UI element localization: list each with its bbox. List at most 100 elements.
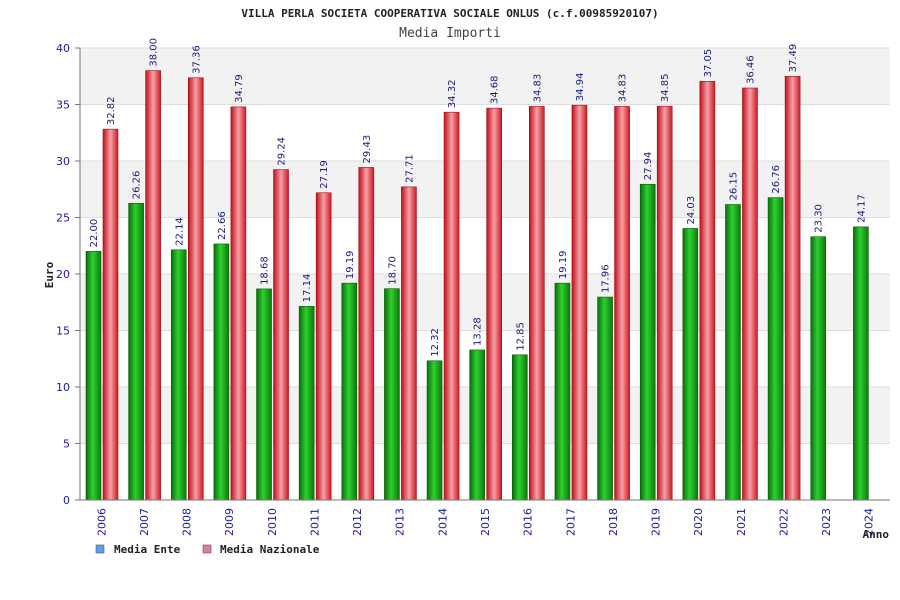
data-label: 22.66 <box>217 211 228 240</box>
data-label: 37.05 <box>703 49 714 78</box>
bar-media-ente <box>128 202 144 501</box>
x-tick-label: 2022 <box>777 508 790 536</box>
bar-media-ente <box>554 282 571 501</box>
data-label: 32.82 <box>106 96 117 125</box>
bar-media-nazionale <box>784 76 801 501</box>
data-label: 34.83 <box>618 74 629 103</box>
data-label: 36.46 <box>745 55 756 84</box>
data-label: 34.79 <box>234 74 245 103</box>
y-tick-label: 10 <box>56 381 70 394</box>
x-tick-label: 2012 <box>351 508 364 536</box>
bar-media-nazionale <box>315 192 332 501</box>
x-tick-label: 2009 <box>223 508 236 536</box>
y-axis-label: Euro <box>43 261 56 288</box>
bar-media-nazionale <box>401 186 417 501</box>
x-tick-label: 2007 <box>138 508 151 536</box>
bars: 22.00 32.82 26.26 38.00 22.14 37.36 22.66 34.79… <box>85 38 869 501</box>
bar-media-nazionale <box>486 107 502 501</box>
bar-media-nazionale <box>187 77 204 501</box>
data-label: 26.76 <box>771 165 782 194</box>
data-label: 19.19 <box>558 251 569 280</box>
y-tick-label: 15 <box>56 325 70 338</box>
x-tick-label: 2018 <box>607 508 620 536</box>
bar-media-nazionale <box>102 128 119 501</box>
data-label: 29.24 <box>277 137 288 166</box>
data-label: 34.94 <box>575 73 586 102</box>
data-label: 22.14 <box>174 217 185 246</box>
x-tick-label: 2013 <box>394 508 407 536</box>
bar-media-nazionale <box>614 106 630 501</box>
y-tick-label: 30 <box>56 155 70 168</box>
bar-media-ente <box>810 236 827 501</box>
bar-media-ente <box>256 288 272 501</box>
data-label: 34.83 <box>532 74 543 103</box>
legend: Media Ente Media Nazionale <box>95 543 320 556</box>
bar-media-ente <box>853 226 869 501</box>
y-tick-label: 0 <box>63 494 70 507</box>
y-tick-label: 35 <box>56 99 70 112</box>
data-label: 34.32 <box>447 80 458 109</box>
legend-swatch-media-nazionale <box>202 544 212 554</box>
y-tick-label: 5 <box>63 438 70 451</box>
x-axis-ticks: 2006 2007 2008 2009 2010 2011 2012 2013 2014 2015… <box>95 508 875 536</box>
x-tick-label: 2016 <box>522 508 535 536</box>
bar-media-ente <box>298 306 315 501</box>
bar-media-nazionale <box>230 106 247 501</box>
bar-media-ente <box>639 183 656 501</box>
legend-label-media-ente: Media Ente <box>114 543 181 556</box>
data-label: 38.00 <box>149 38 160 67</box>
y-axis-ticks: 0 5 10 15 20 25 30 35 40 <box>56 42 80 507</box>
bar-media-nazionale <box>358 167 375 501</box>
bar-media-ente <box>85 251 102 501</box>
y-tick-label: 25 <box>56 212 70 225</box>
bar-media-ente <box>597 296 613 501</box>
y-tick-label: 20 <box>56 268 70 281</box>
data-label: 12.85 <box>515 322 526 351</box>
bar-media-nazionale <box>742 87 758 501</box>
bar-media-ente <box>682 228 699 501</box>
bar-media-ente <box>213 243 230 501</box>
bar-media-ente <box>767 197 784 501</box>
bar-media-ente <box>341 282 358 501</box>
x-tick-label: 2011 <box>308 508 321 536</box>
legend-label-media-nazionale: Media Nazionale <box>220 543 320 556</box>
chart-subtitle: Media Importi <box>399 26 501 41</box>
data-label: 17.14 <box>302 274 313 303</box>
data-label: 22.00 <box>89 219 100 248</box>
bar-media-ente <box>170 249 187 501</box>
x-tick-label: 2006 <box>95 508 108 536</box>
bar-media-ente <box>384 288 400 501</box>
x-tick-label: 2020 <box>692 508 705 536</box>
data-label: 27.94 <box>643 152 654 181</box>
bar-media-ente <box>725 204 741 501</box>
data-label: 19.19 <box>345 251 356 280</box>
data-label: 29.43 <box>362 135 373 164</box>
x-tick-label: 2024 <box>863 508 876 536</box>
bar-media-nazionale <box>571 104 588 501</box>
x-tick-label: 2023 <box>820 508 833 536</box>
bar-media-nazionale <box>443 111 460 501</box>
data-label: 26.15 <box>728 172 739 201</box>
x-tick-label: 2008 <box>181 508 194 536</box>
data-label: 37.36 <box>191 45 202 74</box>
bar-media-ente <box>469 349 485 501</box>
data-label: 26.26 <box>132 171 143 200</box>
bar-media-ente <box>426 360 443 501</box>
chart-title: VILLA PERLA SOCIETA COOPERATIVA SOCIALE … <box>241 7 658 20</box>
x-tick-label: 2015 <box>479 508 492 536</box>
data-label: 18.70 <box>387 256 398 285</box>
x-tick-label: 2017 <box>564 508 577 536</box>
data-label: 13.28 <box>473 317 484 346</box>
x-tick-label: 2021 <box>735 508 748 536</box>
data-label: 24.03 <box>686 196 697 225</box>
data-label: 23.30 <box>814 204 825 233</box>
data-label: 24.17 <box>856 194 867 223</box>
bar-media-nazionale <box>529 106 545 501</box>
y-tick-label: 40 <box>56 42 70 55</box>
data-label: 27.19 <box>319 160 330 189</box>
bar-media-nazionale <box>699 81 716 501</box>
bar-media-nazionale <box>656 105 673 501</box>
x-tick-label: 2019 <box>650 508 663 536</box>
x-tick-label: 2014 <box>436 508 449 536</box>
